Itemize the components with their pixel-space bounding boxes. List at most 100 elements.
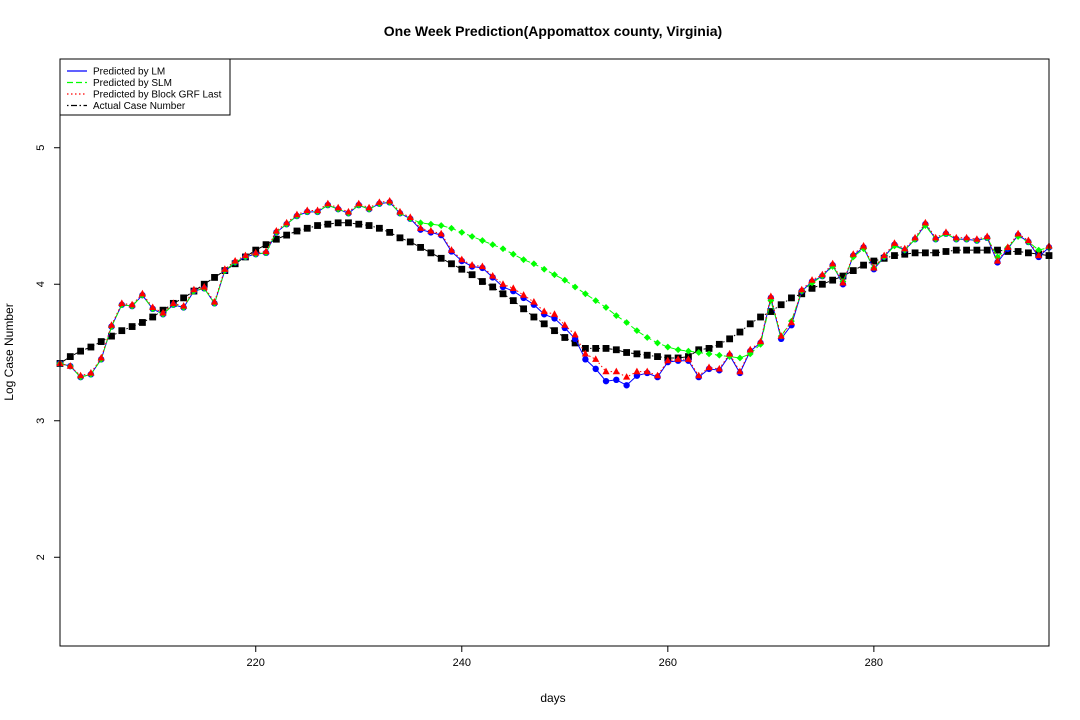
x-tick-label: 280: [865, 657, 883, 669]
data-point: [272, 235, 280, 243]
data-point: [345, 219, 352, 227]
data-point: [283, 231, 291, 239]
data-point: [77, 371, 85, 379]
data-point: [355, 199, 363, 207]
data-point: [396, 207, 404, 215]
legend-label: Actual Case Number: [93, 101, 186, 112]
data-point: [911, 249, 919, 257]
data-point: [355, 220, 363, 228]
data-point: [520, 305, 527, 313]
data-point: [417, 219, 424, 227]
data-point: [571, 339, 579, 347]
data-point: [654, 353, 661, 360]
legend-label: Predicted by SLM: [93, 78, 172, 89]
data-point: [715, 364, 723, 372]
data-point: [509, 297, 517, 305]
data-point: [252, 248, 260, 256]
data-point: [530, 313, 538, 321]
data-point: [458, 265, 466, 273]
data-point: [623, 349, 631, 356]
data-point: [715, 351, 723, 359]
data-point: [921, 218, 929, 226]
data-point: [901, 244, 909, 252]
data-point: [180, 294, 188, 302]
data-point: [654, 339, 661, 347]
data-point: [107, 321, 116, 328]
data-point: [643, 351, 651, 359]
data-point: [746, 320, 754, 328]
data-point: [695, 371, 703, 379]
data-point: [993, 257, 1002, 264]
x-tick-label: 260: [659, 657, 677, 669]
x-tick-label: 220: [247, 657, 265, 669]
data-point: [489, 272, 497, 279]
data-point: [870, 257, 878, 265]
data-point: [540, 265, 548, 273]
data-point: [1024, 249, 1032, 257]
data-point: [860, 261, 867, 269]
data-point: [664, 356, 672, 364]
data-point: [139, 319, 146, 326]
data-point: [210, 297, 219, 305]
data-point: [726, 349, 734, 357]
data-point: [293, 227, 301, 235]
data-point: [983, 232, 991, 240]
data-point: [695, 349, 703, 356]
data-point: [932, 233, 940, 241]
data-point: [344, 207, 353, 215]
data-point: [849, 267, 857, 274]
y-tick-label: 5: [35, 145, 47, 151]
data-point: [550, 310, 559, 317]
data-point: [612, 367, 620, 375]
data-point: [561, 276, 569, 284]
data-point: [427, 227, 435, 234]
data-point: [66, 362, 74, 369]
data-point: [262, 241, 270, 249]
data-point: [447, 246, 456, 253]
data-point: [334, 203, 342, 211]
data-point: [499, 290, 507, 298]
data-point: [468, 261, 476, 268]
data-point: [1035, 251, 1043, 259]
data-point: [643, 367, 651, 375]
data-point: [118, 327, 126, 335]
data-point: [757, 313, 764, 321]
data-point: [612, 312, 620, 320]
data-point: [386, 228, 394, 236]
data-point: [612, 346, 620, 354]
data-point: [149, 303, 157, 311]
data-point: [458, 255, 466, 263]
data-point: [839, 272, 847, 280]
data-point: [540, 320, 548, 328]
data-point: [839, 278, 847, 286]
data-point: [674, 346, 682, 354]
data-point: [468, 271, 476, 279]
data-point: [859, 242, 868, 249]
data-point: [582, 345, 589, 352]
data-point: [849, 250, 857, 257]
data-point: [582, 290, 589, 298]
data-point: [613, 376, 620, 384]
data-point: [437, 254, 445, 262]
data-point: [880, 251, 888, 259]
series-2: [56, 196, 1053, 380]
data-point: [581, 349, 590, 357]
data-point: [427, 220, 435, 228]
x-tick-label: 240: [453, 657, 471, 669]
data-point: [221, 265, 229, 272]
data-point: [602, 377, 610, 385]
data-point: [324, 199, 332, 207]
data-point: [983, 246, 991, 254]
data-point: [942, 228, 950, 235]
data-point: [602, 304, 610, 311]
data-point: [952, 246, 960, 254]
data-point: [602, 345, 610, 352]
data-point: [973, 246, 981, 254]
data-point: [921, 249, 929, 257]
y-tick-label: 3: [35, 418, 47, 424]
data-point: [715, 340, 723, 348]
data-point: [128, 300, 136, 308]
data-point: [891, 242, 898, 250]
plot-frame: [59, 58, 1050, 647]
